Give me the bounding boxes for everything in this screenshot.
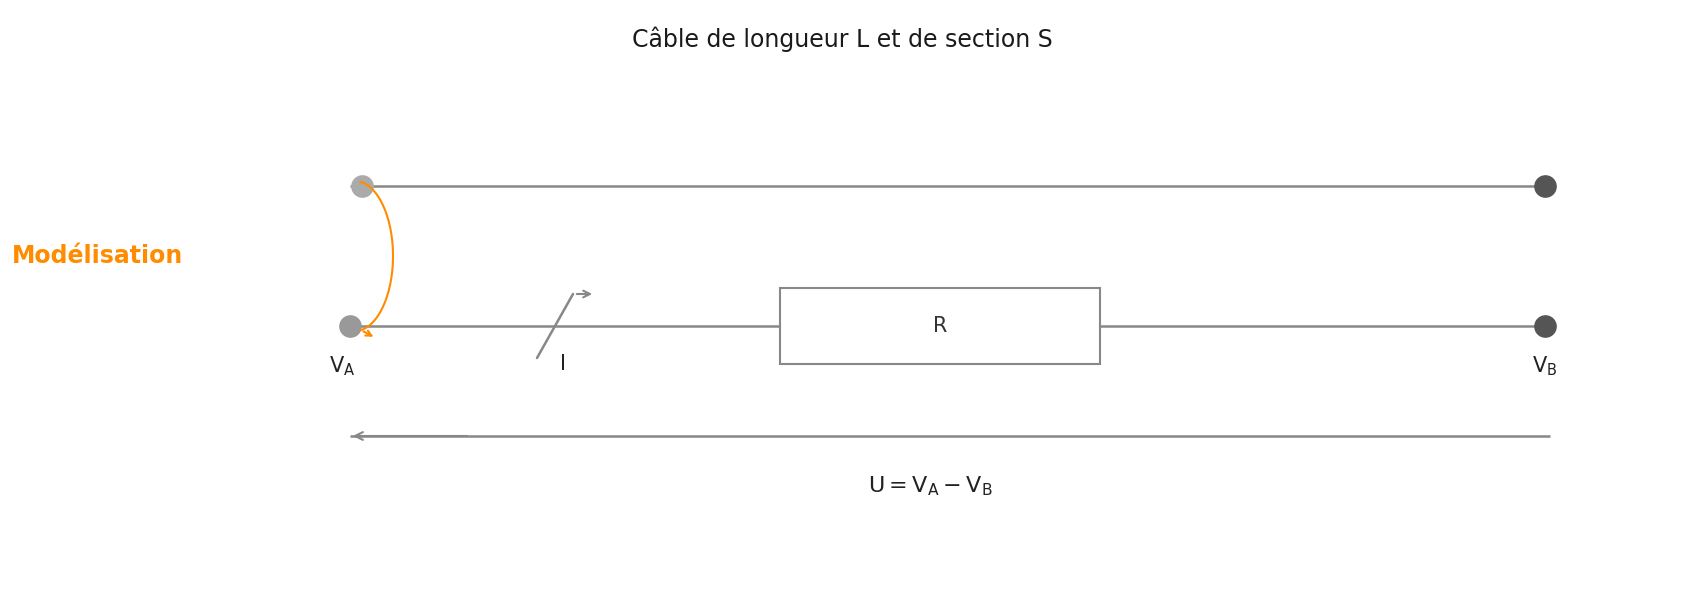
Text: $\mathregular{V_B}$: $\mathregular{V_B}$: [1532, 354, 1557, 378]
Text: I: I: [559, 354, 566, 374]
Point: [1532, 181, 1559, 191]
Point: [1532, 322, 1559, 331]
Text: Modélisation: Modélisation: [12, 244, 184, 268]
Text: R: R: [933, 316, 947, 336]
Text: $\mathregular{V_A}$: $\mathregular{V_A}$: [329, 354, 356, 378]
Text: $\mathregular{U = V_A - V_B}$: $\mathregular{U = V_A - V_B}$: [868, 474, 992, 498]
Text: Câble de longueur L et de section S: Câble de longueur L et de section S: [632, 26, 1053, 51]
Point: [349, 181, 376, 191]
Point: [337, 322, 364, 331]
Bar: [780, 288, 1100, 364]
